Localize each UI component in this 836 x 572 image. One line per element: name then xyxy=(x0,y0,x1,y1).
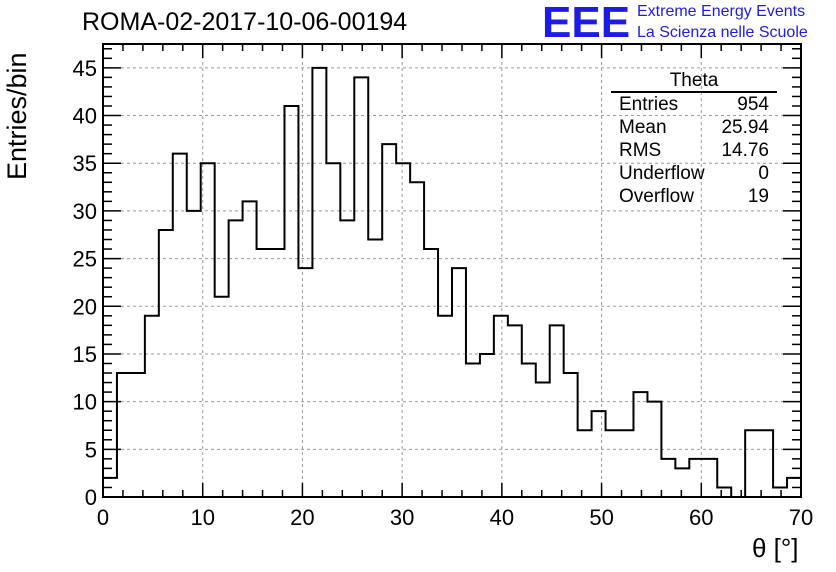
stats-label: Overflow xyxy=(619,186,694,207)
y-tick-label: 30 xyxy=(73,199,97,224)
histogram-bin xyxy=(145,316,159,497)
histogram-bin xyxy=(633,392,647,497)
histogram-bin xyxy=(578,430,592,497)
histogram-bin xyxy=(536,383,550,497)
histogram-bin xyxy=(117,373,131,497)
stats-value: 19 xyxy=(747,186,769,207)
histogram-bin xyxy=(703,459,717,497)
stats-row-mean: Mean 25.94 xyxy=(611,116,777,139)
histogram-bin xyxy=(229,220,243,497)
y-tick-label: 25 xyxy=(73,247,97,272)
stats-label: Entries xyxy=(619,94,679,115)
histogram-bin xyxy=(745,430,759,497)
histogram-bin xyxy=(438,316,452,497)
histogram-bin xyxy=(550,325,564,497)
histogram-bin xyxy=(173,154,187,497)
histogram-bin xyxy=(396,163,410,497)
y-tick-label: 10 xyxy=(73,390,97,415)
histogram-bin xyxy=(675,468,689,497)
x-tick-label: 50 xyxy=(589,505,613,530)
histogram-bin xyxy=(620,430,634,497)
stats-value: 14.76 xyxy=(721,140,769,161)
x-tick-label: 10 xyxy=(190,505,214,530)
histogram-bin xyxy=(159,230,173,497)
histogram-bin xyxy=(284,106,298,497)
histogram-bin xyxy=(410,182,424,497)
histogram-bin xyxy=(480,354,494,497)
histogram-bin xyxy=(508,325,522,497)
histogram-bin xyxy=(340,220,354,497)
histogram-bin xyxy=(271,249,285,497)
histogram-bin xyxy=(494,316,508,497)
histogram-bin xyxy=(661,459,675,497)
logo-line-1: Extreme Energy Events xyxy=(637,3,806,20)
histogram-outline xyxy=(102,66,802,498)
stats-box: Theta Entries 954 Mean 25.94 RMS 14.76 U… xyxy=(611,70,777,208)
histogram-bin xyxy=(717,487,731,497)
x-tick-label: 70 xyxy=(789,505,813,530)
histogram-bin xyxy=(647,402,661,497)
chart-title: ROMA-02-2017-10-06-00194 xyxy=(82,8,408,36)
x-tick-label: 40 xyxy=(490,505,514,530)
histogram-bin xyxy=(382,144,396,497)
logo-line-2: La Scienza nelle Scuole xyxy=(637,24,808,41)
histogram-bin xyxy=(354,77,368,497)
x-axis-label: θ [°] xyxy=(752,533,799,563)
histogram-bin xyxy=(592,411,606,497)
histogram-bin xyxy=(243,201,257,497)
histogram-bin xyxy=(564,373,578,497)
histogram-bin xyxy=(312,68,326,497)
y-tick-label: 5 xyxy=(85,437,97,462)
stats-title: Theta xyxy=(611,70,777,93)
histogram-bin xyxy=(522,363,536,497)
histogram-bin xyxy=(326,163,340,497)
histogram-bin xyxy=(215,297,229,497)
stats-label: RMS xyxy=(619,140,662,161)
histogram-bin xyxy=(452,268,466,497)
histogram-bin xyxy=(201,163,215,497)
stats-value: 25.94 xyxy=(721,117,769,138)
histogram-bin xyxy=(773,487,787,497)
stats-value: 0 xyxy=(758,163,769,184)
histogram-bin xyxy=(759,430,773,497)
plot-frame xyxy=(102,43,802,498)
y-tick-label: 35 xyxy=(73,151,97,176)
y-tick-label: 45 xyxy=(73,56,97,81)
y-tick-label: 20 xyxy=(73,294,97,319)
x-tick-label: 30 xyxy=(390,505,414,530)
histogram-bin xyxy=(606,430,620,497)
stats-value: 954 xyxy=(737,94,769,115)
eee-logo: EEE xyxy=(542,0,631,47)
histogram-bin xyxy=(466,363,480,497)
y-tick-label: 40 xyxy=(73,104,97,129)
histogram-bin xyxy=(368,240,382,497)
y-tick-label: 15 xyxy=(73,342,97,367)
x-tick-label: 20 xyxy=(290,505,314,530)
stats-label: Mean xyxy=(619,117,667,138)
stats-row-rms: RMS 14.76 xyxy=(611,139,777,162)
stats-row-overflow: Overflow 19 xyxy=(611,185,777,208)
histogram-bin xyxy=(424,249,438,497)
histogram-bin xyxy=(187,211,201,497)
stats-label: Underflow xyxy=(619,163,705,184)
stats-row-underflow: Underflow 0 xyxy=(611,162,777,185)
x-tick-label: 0 xyxy=(97,505,109,530)
y-tick-label: 0 xyxy=(85,485,97,510)
histogram-bin xyxy=(298,268,312,497)
histogram-bin xyxy=(131,373,145,497)
x-tick-label: 60 xyxy=(689,505,713,530)
histogram-bin xyxy=(257,249,271,497)
stats-row-entries: Entries 954 xyxy=(611,93,777,116)
